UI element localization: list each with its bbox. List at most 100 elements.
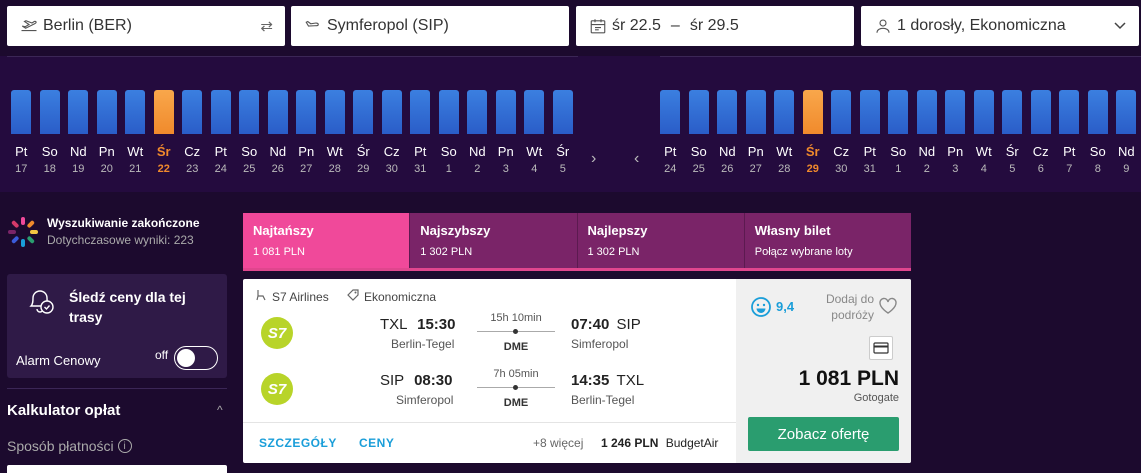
date-option[interactable]: Nd 2 [463, 90, 492, 175]
chevron-down-icon[interactable] [1113, 18, 1127, 37]
payment-method-select[interactable] [7, 465, 227, 473]
price-bar[interactable] [916, 90, 937, 134]
swap-icon[interactable]: ⇄ [260, 18, 273, 35]
price-bar[interactable] [410, 90, 431, 134]
smiley-icon [750, 296, 772, 323]
price-bar[interactable] [1030, 90, 1051, 134]
date-option[interactable]: Pn 27 [742, 90, 771, 175]
date-option[interactable]: So 25 [235, 90, 264, 175]
more-offers-link[interactable]: +8 więcej [533, 436, 584, 450]
price-bar[interactable] [1087, 90, 1108, 134]
date-option[interactable]: Śr 29 [799, 90, 828, 175]
date-option[interactable]: Wt 4 [520, 90, 549, 175]
destination-field[interactable]: Symferopol (SIP) [291, 6, 569, 46]
price-bar[interactable] [831, 90, 852, 134]
date-option[interactable]: Pn 20 [93, 90, 122, 175]
price-bar[interactable] [210, 90, 231, 134]
price-bar[interactable] [888, 90, 909, 134]
details-link[interactable]: SZCZEGÓŁY [259, 436, 337, 450]
date-option[interactable]: Pt 31 [406, 90, 435, 175]
date-option[interactable]: Nd 9 [1112, 90, 1141, 175]
date-option[interactable]: So 18 [36, 90, 65, 175]
date-option[interactable]: Pt 17 [7, 90, 36, 175]
date-option[interactable]: Cz 30 [827, 90, 856, 175]
price-bar[interactable] [1059, 90, 1080, 134]
price-bar[interactable] [495, 90, 516, 134]
date-option[interactable]: Nd 26 [264, 90, 293, 175]
price-bar[interactable] [717, 90, 738, 134]
price-bar[interactable] [68, 90, 89, 134]
price-alert-toggle[interactable] [174, 346, 218, 370]
date-option[interactable]: So 25 [685, 90, 714, 175]
date-option[interactable]: Śr 29 [349, 90, 378, 175]
tab-best[interactable]: Najlepszy 1 302 PLN [576, 213, 744, 268]
fee-calculator-title[interactable]: Kalkulator opłat [7, 402, 121, 419]
date-option[interactable]: Nd 2 [913, 90, 942, 175]
price-bar[interactable] [438, 90, 459, 134]
add-to-trip-label[interactable]: Dodaj do podróży [825, 292, 874, 322]
date-option[interactable]: Pt 31 [856, 90, 885, 175]
date-option[interactable]: Wt 21 [121, 90, 150, 175]
price-bar[interactable] [524, 90, 545, 134]
flight-result-card[interactable]: S7 Airlines Ekonomiczna S7 TXL 15:30 Ber… [243, 279, 911, 463]
chevron-up-icon[interactable]: ^ [217, 403, 223, 417]
date-field[interactable]: śr 22.5 – śr 29.5 [576, 6, 854, 46]
heart-icon[interactable] [878, 297, 898, 320]
price-bar[interactable] [324, 90, 345, 134]
chevron-left-icon[interactable]: ‹ [634, 150, 640, 167]
date-option[interactable]: Pn 3 [492, 90, 521, 175]
date-option[interactable]: Śr 5 [998, 90, 1027, 175]
price-bar[interactable] [973, 90, 994, 134]
price-bar[interactable] [182, 90, 203, 134]
passengers-field[interactable]: 1 dorosły, Ekonomiczna [861, 6, 1139, 46]
price-bar[interactable] [296, 90, 317, 134]
price-bar[interactable] [745, 90, 766, 134]
date-option[interactable]: Cz 6 [1027, 90, 1056, 175]
date-option[interactable]: So 1 [884, 90, 913, 175]
price-bar[interactable] [467, 90, 488, 134]
date-option[interactable]: Nd 19 [64, 90, 93, 175]
prices-link[interactable]: CENY [359, 436, 395, 450]
date-option[interactable]: Cz 23 [178, 90, 207, 175]
date-option[interactable]: Wt 4 [970, 90, 999, 175]
view-offer-button[interactable]: Zobacz ofertę [748, 417, 899, 451]
chevron-right-icon[interactable]: › [591, 150, 597, 167]
date-option[interactable]: Wt 28 [321, 90, 350, 175]
date-option[interactable]: Pn 27 [292, 90, 321, 175]
price-bar[interactable] [11, 90, 32, 134]
info-icon[interactable]: i [117, 439, 132, 453]
date-option[interactable]: Pt 24 [656, 90, 685, 175]
date-option[interactable]: Nd 26 [713, 90, 742, 175]
tab-custom-ticket[interactable]: Własny bilet Połącz wybrane loty [743, 213, 911, 268]
price-bar[interactable] [1116, 90, 1137, 134]
date-option[interactable]: Śr 22 [150, 90, 179, 175]
price-bar[interactable] [267, 90, 288, 134]
price-bar[interactable] [945, 90, 966, 134]
date-option[interactable]: Cz 30 [378, 90, 407, 175]
origin-field[interactable]: Berlin (BER) ⇄ [7, 6, 285, 46]
price-bar[interactable] [660, 90, 681, 134]
price-bar[interactable] [859, 90, 880, 134]
price-bar[interactable] [153, 90, 174, 134]
date-option[interactable]: So 1 [435, 90, 464, 175]
price-bar[interactable] [353, 90, 374, 134]
alternative-offer[interactable]: 1 246 PLN BudgetAir [601, 436, 718, 450]
date-option[interactable]: Pt 24 [207, 90, 236, 175]
price-bar[interactable] [552, 90, 573, 134]
tab-cheapest[interactable]: Najtańszy 1 081 PLN [243, 213, 410, 268]
price-bar[interactable] [802, 90, 823, 134]
price-bar[interactable] [39, 90, 60, 134]
date-option[interactable]: Wt 28 [770, 90, 799, 175]
date-option[interactable]: Śr 5 [549, 90, 578, 175]
price-bar[interactable] [381, 90, 402, 134]
tab-fastest[interactable]: Najszybszy 1 302 PLN [409, 213, 577, 268]
price-bar[interactable] [774, 90, 795, 134]
price-bar[interactable] [1002, 90, 1023, 134]
price-bar[interactable] [239, 90, 260, 134]
date-option[interactable]: So 8 [1084, 90, 1113, 175]
price-bar[interactable] [688, 90, 709, 134]
price-bar[interactable] [125, 90, 146, 134]
price-bar[interactable] [96, 90, 117, 134]
date-option[interactable]: Pt 7 [1055, 90, 1084, 175]
date-option[interactable]: Pn 3 [941, 90, 970, 175]
